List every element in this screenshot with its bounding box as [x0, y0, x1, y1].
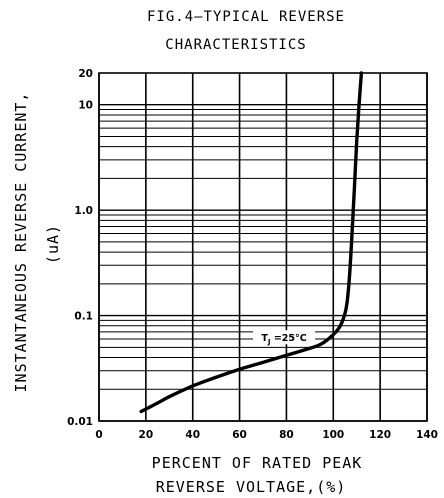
y-axis-label-line-2: (uA)	[44, 224, 62, 264]
x-tick-label: 100	[322, 429, 344, 441]
x-axis-label-line-1: PERCENT OF RATED PEAK	[152, 454, 363, 472]
plot-border	[98, 72, 428, 422]
y-tick-label: 0.01	[67, 416, 93, 428]
y-tick-labels: 0.01 0.1 1.0 10 20	[67, 68, 93, 428]
y-tick-label: 10	[78, 100, 93, 112]
x-tick-label: 40	[185, 429, 200, 441]
chart-title-line-2: CHARACTERISTICS	[165, 37, 306, 53]
x-axis-label-line-2: REVERSE VOLTAGE,(%)	[156, 478, 347, 496]
annotation-tj-25c: TJ =25°C	[261, 333, 306, 346]
x-tick-label: 20	[139, 429, 154, 441]
annotation-background	[253, 330, 316, 345]
y-axis-label-line-1: INSTANTANEOUS REVERSE CURRENT,	[12, 92, 30, 393]
x-tick-label: 60	[232, 429, 247, 441]
plot-frame	[98, 72, 428, 422]
chart-title-line-1: FIG.4–TYPICAL REVERSE	[147, 9, 345, 25]
y-tick-label: 1.0	[74, 205, 93, 217]
x-tick-label: 0	[95, 429, 102, 441]
y-tick-label: 0.1	[74, 311, 93, 323]
reverse-current-curve	[139, 71, 364, 414]
x-tick-label: 80	[279, 429, 294, 441]
x-tick-labels: 0 20 40 60 80 100 120 140	[95, 429, 438, 441]
x-tick-label: 140	[416, 429, 438, 441]
series-curves	[139, 71, 364, 414]
y-tick-label: 20	[78, 68, 93, 80]
x-tick-label: 120	[369, 429, 391, 441]
annotations: TJ =25°C	[253, 330, 316, 346]
grid-lines	[98, 72, 428, 422]
